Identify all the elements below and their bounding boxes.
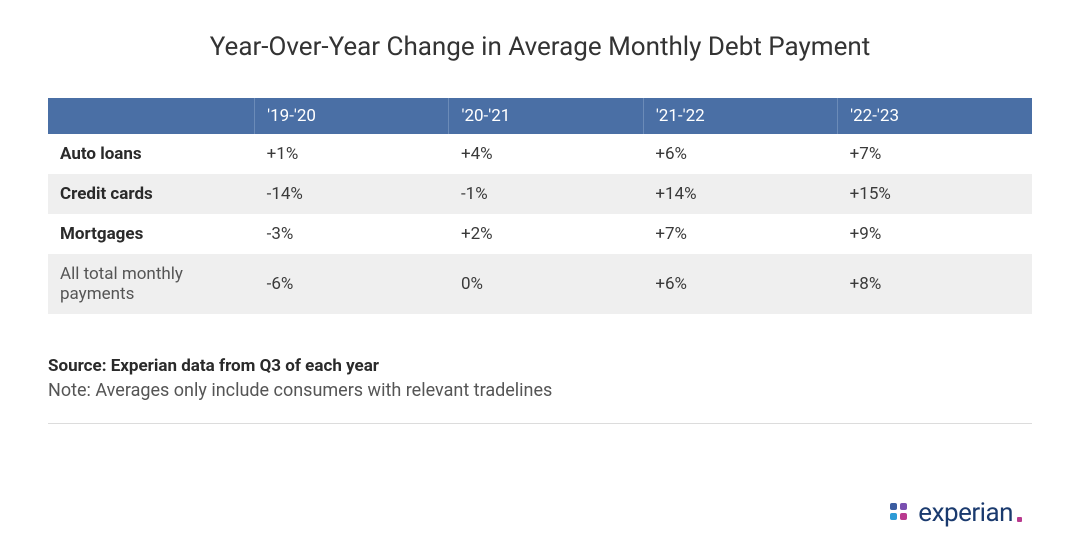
logo-text: experian <box>918 498 1013 528</box>
row-label: Credit cards <box>48 174 255 214</box>
logo-dot <box>900 503 907 510</box>
experian-logo: experian <box>888 498 1022 528</box>
col-21-22: '21-'22 <box>643 98 837 134</box>
cell: +4% <box>449 134 643 174</box>
source-block: Source: Experian data from Q3 of each ye… <box>48 356 1032 424</box>
note-text: Note: Averages only include consumers wi… <box>48 380 1032 401</box>
cell: +6% <box>643 134 837 174</box>
col-blank <box>48 98 255 134</box>
cell: -1% <box>449 174 643 214</box>
cell: -6% <box>255 254 449 314</box>
divider <box>48 423 1032 424</box>
cell: +7% <box>838 134 1032 174</box>
table-header-row: '19-'20 '20-'21 '21-'22 '22-'23 <box>48 98 1032 134</box>
col-22-23: '22-'23 <box>838 98 1032 134</box>
cell: +15% <box>838 174 1032 214</box>
cell: +2% <box>449 214 643 254</box>
logo-dot <box>890 503 897 510</box>
logo-dots-icon <box>888 501 912 525</box>
cell: +1% <box>255 134 449 174</box>
row-label: Mortgages <box>48 214 255 254</box>
logo-period-icon <box>1017 517 1022 522</box>
cell: 0% <box>449 254 643 314</box>
logo-dot <box>890 513 897 520</box>
table-row: Credit cards -14% -1% +14% +15% <box>48 174 1032 214</box>
col-19-20: '19-'20 <box>255 98 449 134</box>
cell: +9% <box>838 214 1032 254</box>
logo-dot <box>900 513 907 520</box>
cell: +6% <box>643 254 837 314</box>
cell: +7% <box>643 214 837 254</box>
debt-change-table: '19-'20 '20-'21 '21-'22 '22-'23 Auto loa… <box>48 98 1032 314</box>
table-row: Mortgages -3% +2% +7% +9% <box>48 214 1032 254</box>
page-title: Year-Over-Year Change in Average Monthly… <box>48 32 1032 62</box>
cell: +8% <box>838 254 1032 314</box>
table-row: Auto loans +1% +4% +6% +7% <box>48 134 1032 174</box>
cell: -14% <box>255 174 449 214</box>
row-label: All total monthly payments <box>48 254 255 314</box>
col-20-21: '20-'21 <box>449 98 643 134</box>
row-label: Auto loans <box>48 134 255 174</box>
cell: -3% <box>255 214 449 254</box>
cell: +14% <box>643 174 837 214</box>
source-text: Source: Experian data from Q3 of each ye… <box>48 356 1032 376</box>
table-row: All total monthly payments -6% 0% +6% +8… <box>48 254 1032 314</box>
